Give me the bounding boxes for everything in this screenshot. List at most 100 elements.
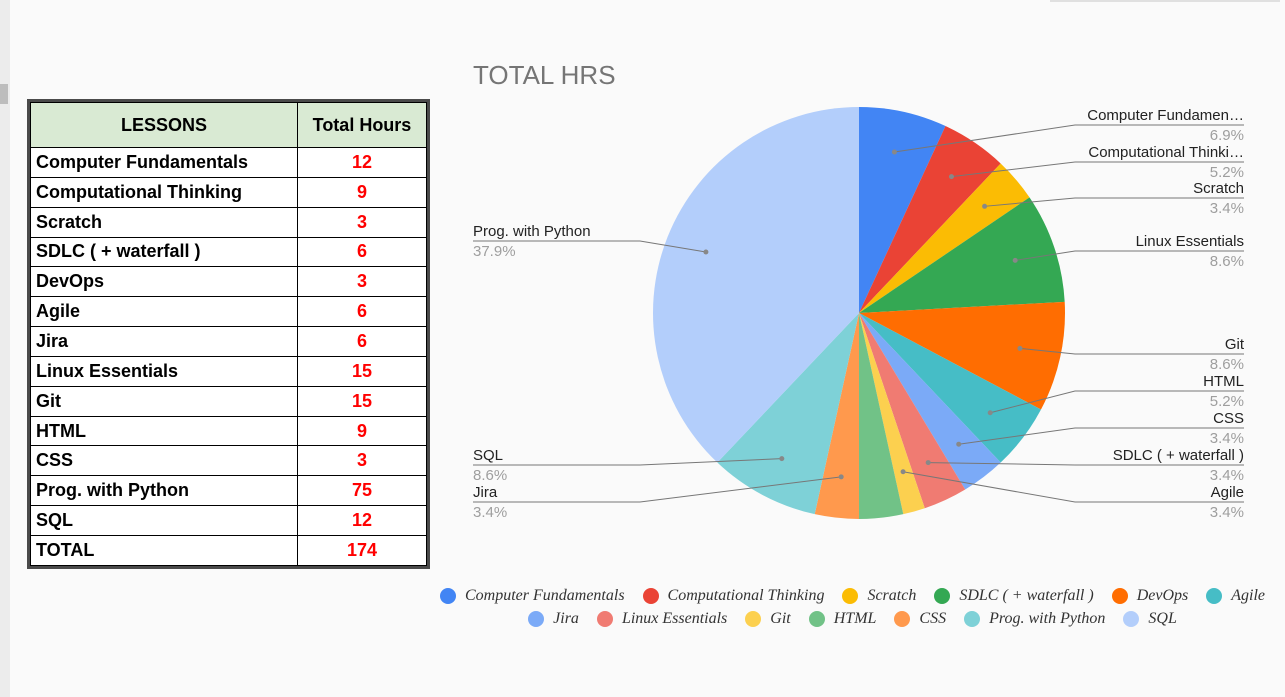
slice-label: Scratch xyxy=(1193,180,1244,197)
total-row: TOTAL 174 xyxy=(30,534,427,567)
lesson-hours-cell: 6 xyxy=(297,296,427,328)
leader-dot xyxy=(987,410,993,416)
leader-line xyxy=(473,476,842,503)
leader-line xyxy=(903,471,1244,503)
lesson-name-cell: Computational Thinking xyxy=(30,176,298,208)
pie-slice xyxy=(859,313,1001,490)
slice-label: Computer Fundamen… xyxy=(1087,107,1244,124)
total-label-cell: TOTAL xyxy=(30,534,298,567)
leader-dot xyxy=(838,474,844,480)
leader-line xyxy=(894,124,1244,153)
legend-label: Scratch xyxy=(867,586,917,604)
leader-dot xyxy=(956,441,962,447)
slice-label: Prog. with Python xyxy=(473,223,591,240)
leader-line xyxy=(928,462,1244,466)
table-row: Computer Fundamentals 12 xyxy=(30,147,427,178)
legend-item: HTML xyxy=(808,609,877,628)
legend-swatch xyxy=(894,610,911,627)
legend-label: Prog. with Python xyxy=(989,609,1106,627)
legend-label: SQL xyxy=(1148,609,1177,627)
legend-label: Computer Fundamentals xyxy=(465,586,625,604)
leader-dot xyxy=(891,149,897,155)
legend-item: Computer Fundamentals xyxy=(440,587,625,605)
leader-line xyxy=(984,197,1244,207)
table-row: Computational Thinking 9 xyxy=(30,176,427,208)
leader-dot xyxy=(982,203,988,209)
legend-item: SQL xyxy=(1123,609,1177,628)
legend-item: Computational Thinking xyxy=(642,586,825,605)
legend-swatch xyxy=(528,610,545,627)
legend-item: Linux Essentials xyxy=(596,610,727,628)
legend-label: Jira xyxy=(553,609,579,627)
legend-item: CSS xyxy=(894,610,946,628)
lesson-name-cell: Agile xyxy=(30,296,298,328)
total-hours-header: Total Hours xyxy=(297,102,427,148)
slice-percent-label: 37.9% xyxy=(473,243,516,260)
leader-dot xyxy=(703,249,709,255)
legend-label: Agile xyxy=(1231,586,1265,604)
lesson-name-cell: Git xyxy=(30,385,298,417)
chart-title: TOTAL HRS xyxy=(473,60,616,90)
lesson-name-cell: Jira xyxy=(30,326,298,357)
pie-slice xyxy=(859,197,1065,313)
left-edge-panel xyxy=(0,0,10,697)
slice-percent-label: 6.9% xyxy=(1210,127,1244,144)
lesson-hours-cell: 75 xyxy=(297,475,427,507)
legend-item: Jira xyxy=(528,610,579,628)
table-row: SDLC ( + waterfall ) 6 xyxy=(30,236,427,268)
pie-chart: Computer Fundamen… 6.9%Computational Thin… xyxy=(473,107,1245,521)
lesson-name-cell: Prog. with Python xyxy=(30,475,298,507)
leader-line xyxy=(990,390,1244,414)
total-value-cell: 174 xyxy=(297,534,427,567)
leader-line xyxy=(951,161,1244,178)
slice-percent-label: 5.2% xyxy=(1210,164,1244,181)
legend-item: Prog. with Python xyxy=(964,610,1105,628)
lesson-hours-cell: 9 xyxy=(297,176,427,208)
slice-label: SQL xyxy=(473,447,503,464)
leader-dot xyxy=(925,460,931,466)
slice-percent-label: 3.4% xyxy=(473,504,507,521)
legend-item: Agile xyxy=(1206,587,1265,605)
table-header-row: LESSONS Total Hours xyxy=(30,102,427,148)
slice-label: Agile xyxy=(1211,484,1244,501)
legend-item: Scratch xyxy=(842,587,916,605)
slice-label: Jira xyxy=(473,484,498,501)
leader-line xyxy=(1015,250,1244,261)
lesson-hours-cell: 15 xyxy=(297,355,427,387)
lesson-hours-cell: 12 xyxy=(297,505,427,536)
legend-swatch xyxy=(642,587,659,604)
table-row: Git 15 xyxy=(30,385,427,417)
slice-label: SDLC ( + waterfall ) xyxy=(1113,447,1244,464)
legend-label: DevOps xyxy=(1136,586,1189,604)
top-edge-bar xyxy=(1050,0,1280,2)
legend-swatch xyxy=(440,587,456,604)
pie-slice xyxy=(859,313,925,515)
leader-line xyxy=(958,427,1244,445)
legend-label: Computational Thinking xyxy=(667,586,825,604)
pie-slice xyxy=(814,313,859,519)
legend-swatch xyxy=(964,610,981,627)
slice-percent-label: 3.4% xyxy=(1210,200,1244,217)
legend-label: Git xyxy=(770,609,791,627)
lessons-header: LESSONS xyxy=(30,102,298,148)
slice-label: Linux Essentials xyxy=(1136,233,1244,250)
pie-slice xyxy=(859,313,1042,463)
lesson-name-cell: Computer Fundamentals xyxy=(30,147,298,178)
leader-dot xyxy=(900,469,906,475)
slice-percent-label: 3.4% xyxy=(1210,467,1244,484)
scroll-marker xyxy=(0,84,8,104)
pie-slice xyxy=(859,313,904,519)
legend-label: HTML xyxy=(833,609,877,627)
slice-percent-label: 8.6% xyxy=(1210,253,1244,270)
lesson-hours-cell: 3 xyxy=(297,206,427,238)
legend-swatch xyxy=(1111,587,1128,604)
slice-label: CSS xyxy=(1213,410,1244,427)
table-row: Linux Essentials 15 xyxy=(30,355,427,387)
pie-slice xyxy=(859,126,1001,314)
leader-dot xyxy=(779,456,785,462)
pie-slice xyxy=(717,313,859,515)
lesson-hours-cell: 15 xyxy=(297,385,427,417)
lesson-name-cell: Linux Essentials xyxy=(30,355,298,387)
leader-dot xyxy=(1017,345,1023,351)
legend-item: DevOps xyxy=(1111,586,1189,605)
